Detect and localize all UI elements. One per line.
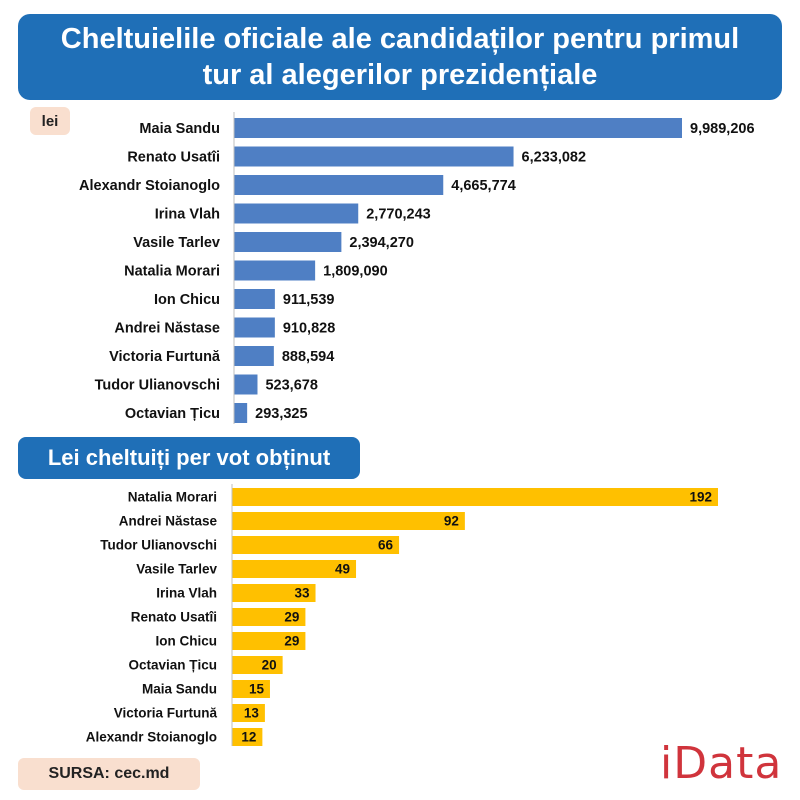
- bar: [232, 728, 263, 746]
- bar: [234, 346, 274, 366]
- bar: [232, 680, 270, 698]
- bar: [232, 704, 265, 722]
- bar: [234, 118, 682, 138]
- value-label: 4,665,774: [451, 178, 516, 194]
- per-vote-chart: Natalia Morari 192 Andrei Năstase 92 Tudor U…: [86, 484, 718, 746]
- bar: [234, 146, 514, 167]
- bar: [232, 632, 306, 650]
- bar: [232, 488, 718, 506]
- category-label: Octavian Țicu: [125, 406, 220, 422]
- bar: [232, 536, 400, 554]
- value-label: 20: [262, 658, 277, 673]
- category-label: Tudor Ulianovschi: [95, 378, 220, 394]
- value-label: 13: [244, 706, 260, 721]
- bar: [232, 584, 316, 602]
- category-label: Irina Vlah: [155, 207, 220, 223]
- category-label: Maia Sandu: [139, 121, 220, 137]
- category-label: Ion Chicu: [154, 292, 220, 308]
- value-label: 523,678: [265, 378, 317, 394]
- value-label: 6,233,082: [522, 150, 587, 166]
- category-label: Ion Chicu: [156, 634, 218, 649]
- value-label: 192: [689, 490, 712, 505]
- value-label: 1,809,090: [323, 264, 388, 280]
- spending-chart: Maia Sandu 9,989,206 Renato Usatîi 6,233,08…: [79, 112, 755, 424]
- category-label: Renato Usatîi: [127, 150, 220, 166]
- value-label: 66: [378, 538, 394, 553]
- value-label: 29: [284, 610, 299, 625]
- value-label: 33: [295, 586, 311, 601]
- value-label: 888,594: [282, 349, 334, 365]
- value-label: 29: [284, 634, 299, 649]
- category-label: Alexandr Stoianoglo: [79, 178, 220, 194]
- unit-badge: lei: [30, 107, 70, 135]
- bar: [234, 260, 316, 281]
- idata-logo: iData: [660, 738, 783, 789]
- category-label: Andrei Năstase: [114, 321, 220, 337]
- category-label: Maia Sandu: [142, 682, 217, 697]
- bar: [232, 512, 465, 530]
- bar: [232, 608, 306, 626]
- bar: [234, 317, 275, 338]
- bar: [234, 175, 444, 195]
- bar: [234, 232, 342, 252]
- bar: [234, 403, 248, 423]
- bar: [234, 289, 275, 309]
- bar: [232, 560, 357, 578]
- category-label: Vasile Tarlev: [136, 562, 217, 577]
- category-label: Irina Vlah: [156, 586, 217, 601]
- category-label: Natalia Morari: [128, 490, 217, 505]
- category-label: Victoria Furtună: [114, 706, 218, 721]
- category-label: Tudor Ulianovschi: [100, 538, 217, 553]
- bar: [234, 203, 359, 224]
- value-label: 92: [444, 514, 459, 529]
- category-label: Alexandr Stoianoglo: [86, 730, 217, 745]
- value-label: 15: [249, 682, 265, 697]
- category-label: Octavian Țicu: [128, 658, 217, 673]
- value-label: 910,828: [283, 321, 335, 337]
- value-label: 293,325: [255, 406, 307, 422]
- bar: [234, 374, 258, 395]
- value-label: 2,770,243: [366, 207, 431, 223]
- category-label: Andrei Năstase: [119, 514, 218, 529]
- category-label: Renato Usatîi: [131, 610, 217, 625]
- category-label: Natalia Morari: [124, 264, 220, 280]
- value-label: 12: [241, 730, 256, 745]
- bar: [232, 656, 283, 674]
- value-label: 9,989,206: [690, 121, 755, 137]
- per-vote-section-title: Lei cheltuiți per vot obținut: [18, 437, 360, 479]
- value-label: 49: [335, 562, 350, 577]
- category-label: Victoria Furtună: [109, 349, 221, 365]
- chart-title: Cheltuielile oficiale ale candidaților p…: [18, 14, 782, 100]
- source-badge: SURSA: cec.md: [18, 758, 200, 790]
- value-label: 2,394,270: [349, 235, 414, 251]
- category-label: Vasile Tarlev: [133, 235, 220, 251]
- value-label: 911,539: [283, 292, 335, 308]
